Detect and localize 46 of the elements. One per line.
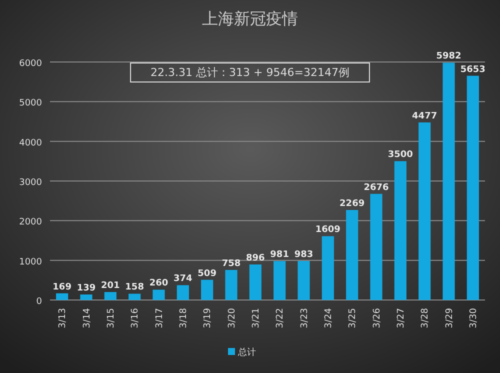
- x-tick-label: 3/24: [324, 308, 334, 328]
- x-tick-label: 3/30: [468, 308, 479, 328]
- data-label: 169: [52, 282, 72, 292]
- data-label: 2676: [364, 182, 389, 193]
- x-tick-label: 3/19: [203, 308, 214, 328]
- data-label: 509: [198, 268, 216, 279]
- x-tick-label: 3/15: [106, 308, 116, 328]
- x-tick-label: 3/22: [276, 308, 286, 328]
- legend-label: 总计: [237, 347, 256, 358]
- data-label: 5653: [460, 64, 486, 75]
- x-tick-label: 3/14: [82, 308, 92, 328]
- data-label: 5982: [436, 52, 462, 62]
- x-tick-label: 3/25: [348, 308, 358, 328]
- data-label: 758: [222, 258, 241, 269]
- x-tick-label: 3/23: [300, 308, 310, 328]
- y-tick-label: 6000: [19, 59, 42, 69]
- data-label: 158: [125, 282, 144, 293]
- data-label: 4477: [412, 111, 438, 122]
- x-tick-label: 3/17: [154, 308, 165, 328]
- x-tick-label: 3/26: [372, 308, 382, 328]
- y-tick-label: 3000: [19, 178, 42, 188]
- x-tick-label: 3/18: [178, 308, 189, 328]
- annotation: 22.3.31 总计：313 + 9546=32147例: [150, 66, 350, 79]
- x-tick-label: 3/20: [227, 308, 238, 328]
- x-tick-label: 3/13: [58, 308, 68, 328]
- data-label: 139: [76, 283, 96, 294]
- data-label: 981: [270, 250, 289, 260]
- y-tick-label: 0: [36, 297, 42, 307]
- y-tick-label: 4000: [19, 138, 42, 148]
- data-label: 260: [149, 278, 168, 289]
- x-tick-label: 3/27: [396, 308, 406, 328]
- data-label: 3500: [388, 150, 413, 160]
- data-label: 2269: [340, 198, 365, 209]
- x-tick-label: 3/21: [251, 308, 262, 328]
- x-tick-label: 3/29: [444, 308, 455, 328]
- y-tick-label: 2000: [19, 218, 42, 228]
- y-tick-label: 1000: [19, 257, 42, 268]
- data-label: 1609: [315, 225, 340, 236]
- data-label: 201: [101, 281, 120, 292]
- x-tick-label: 3/16: [130, 308, 141, 328]
- x-tick-label: 3/28: [420, 308, 431, 328]
- data-label: 374: [174, 274, 192, 284]
- chart-title: 上海新冠疫情: [202, 9, 298, 28]
- y-tick-label: 5000: [19, 98, 42, 109]
- data-label: 983: [294, 250, 314, 260]
- data-label: 896: [246, 253, 265, 264]
